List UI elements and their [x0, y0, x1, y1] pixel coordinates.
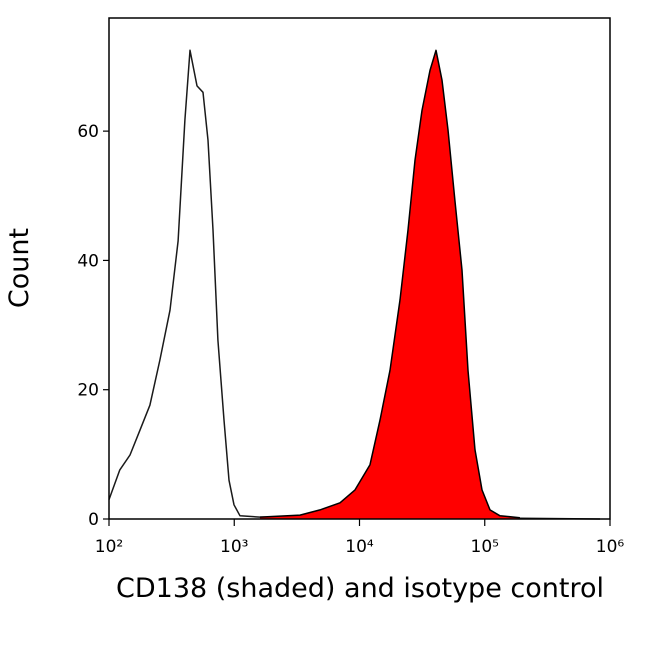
x-tick-label: 10² [95, 537, 123, 557]
y-tick-label: 0 [88, 510, 99, 530]
area [260, 50, 520, 520]
y-tick-label: 40 [77, 251, 99, 271]
x-tick-label: 10⁵ [471, 537, 499, 557]
y-tick-label: 60 [77, 122, 99, 142]
plot-frame [108, 17, 611, 520]
x-tick-label: 10⁶ [596, 537, 625, 557]
line [108, 49, 601, 520]
y-axis-label: Count [4, 228, 35, 308]
line [259, 49, 520, 519]
y-tick-label: 20 [77, 381, 99, 401]
x-axis-label: CD138 (shaded) and isotype control [116, 573, 604, 604]
x-tick-label: 10⁴ [345, 537, 374, 557]
x-tick-label: 10³ [220, 537, 248, 557]
